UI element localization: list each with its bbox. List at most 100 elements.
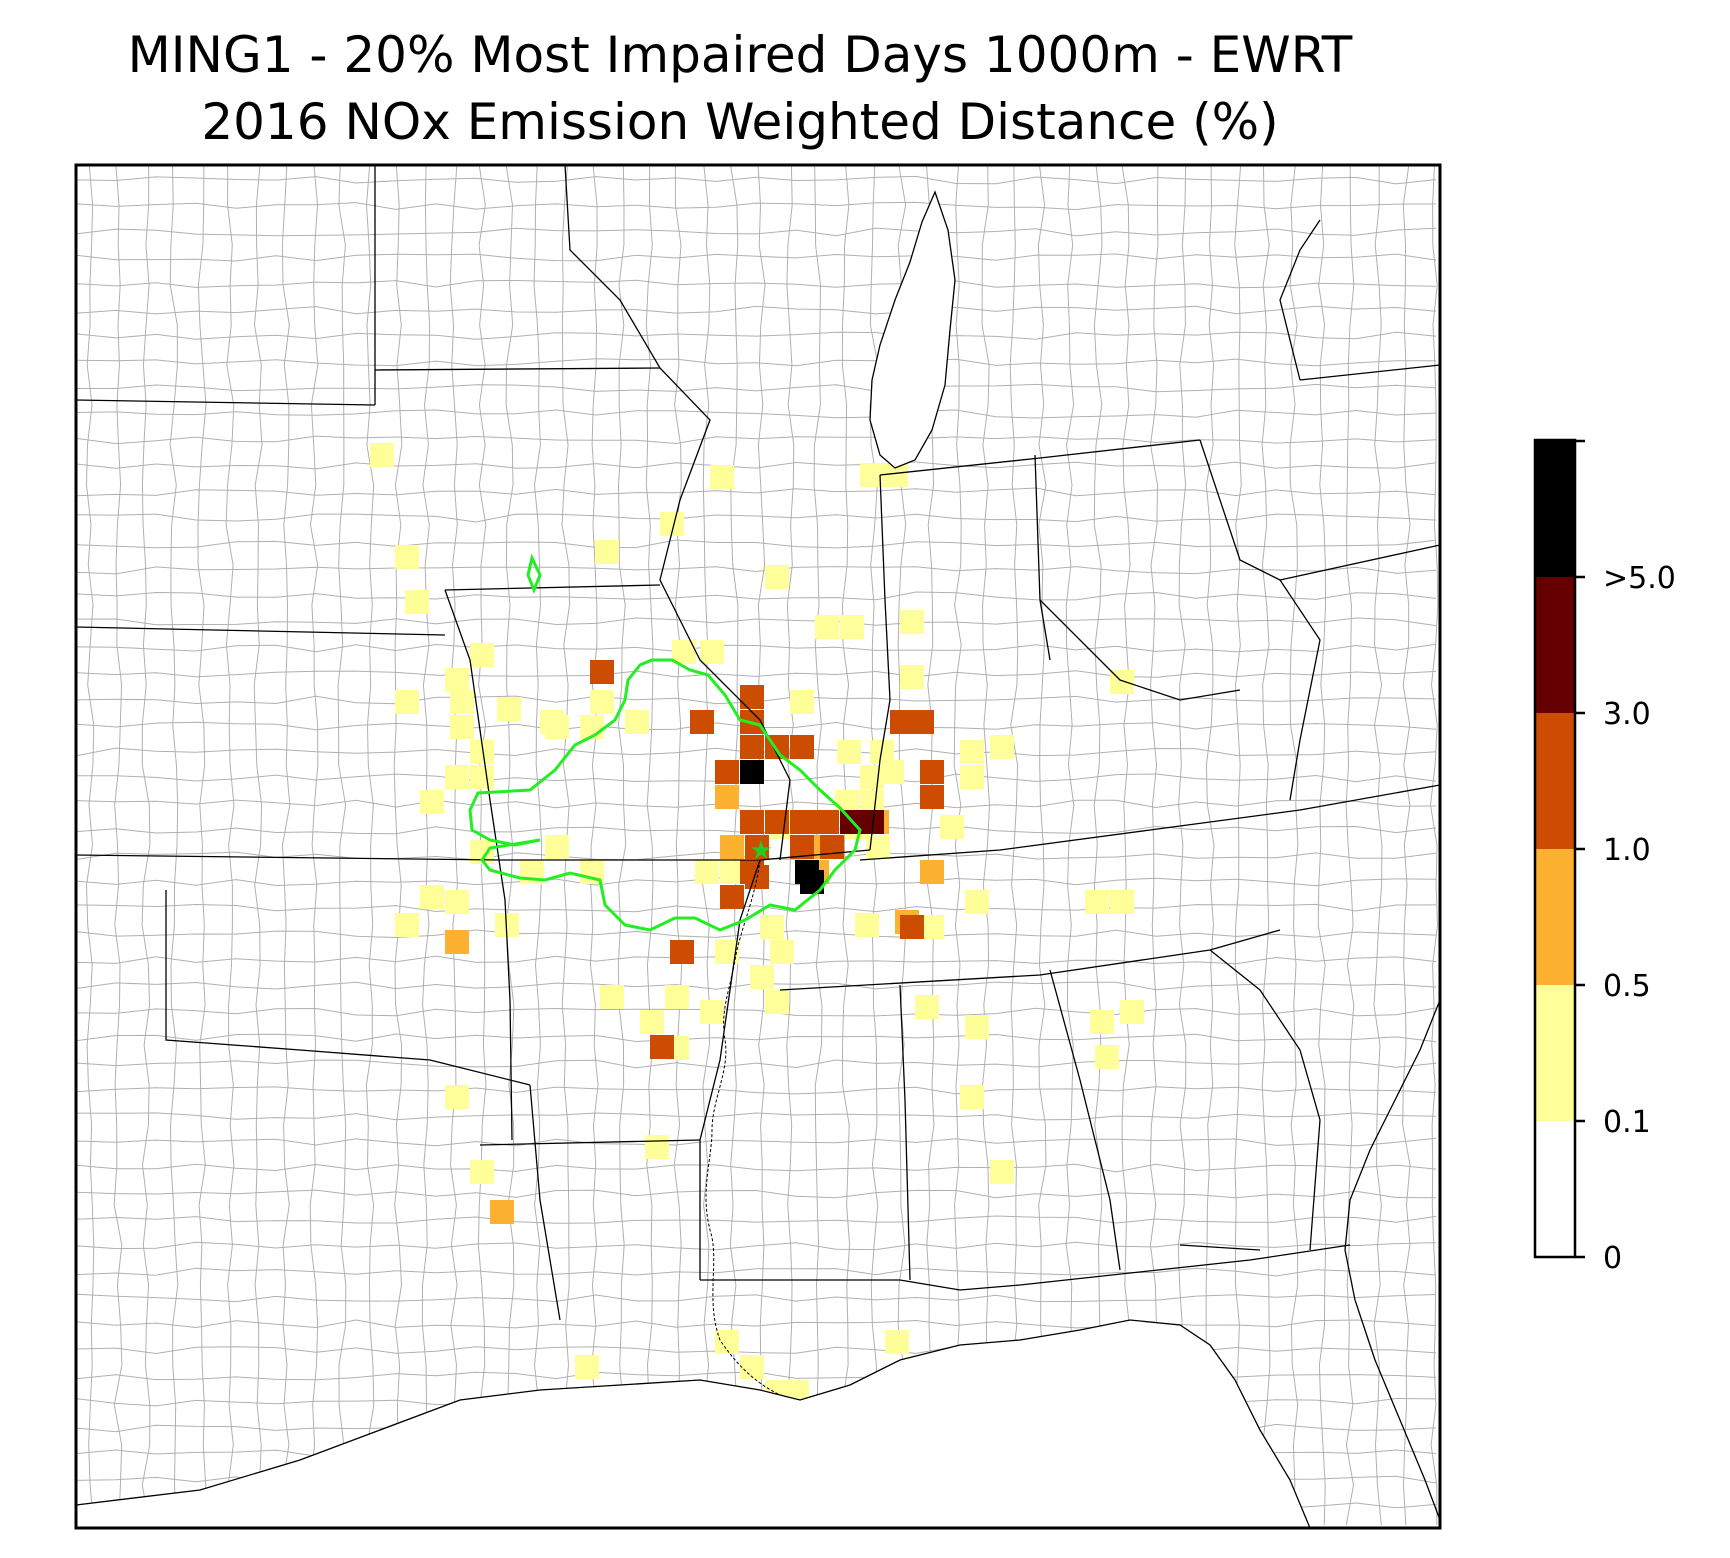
county-line — [702, 165, 711, 1526]
emission-cell — [770, 940, 794, 964]
emission-cell — [445, 765, 469, 789]
county-line — [76, 591, 1437, 601]
colorbar-bin-5 — [1535, 440, 1575, 577]
atlantic-coastline — [1344, 999, 1440, 1521]
emission-cell — [740, 810, 764, 834]
emission-cell — [700, 1000, 724, 1024]
emission-cell — [395, 913, 419, 937]
contour-island — [526, 553, 542, 595]
emission-cell — [765, 565, 789, 589]
county-line — [76, 175, 1437, 185]
county-line — [76, 305, 1437, 315]
county-line — [253, 165, 263, 1526]
colorbar-bin-4 — [1535, 576, 1575, 713]
county-line — [76, 383, 1437, 393]
emission-cell — [740, 1355, 764, 1379]
emission-cell — [1120, 1000, 1144, 1024]
county-line — [76, 1215, 1437, 1224]
county-line — [281, 165, 291, 1526]
county-line — [841, 165, 851, 1526]
emission-cell — [900, 915, 924, 939]
lake-michigan — [869, 190, 956, 469]
county-line — [76, 670, 1437, 678]
county-line — [76, 201, 1437, 211]
emission-cell — [497, 697, 521, 721]
emission-cell — [650, 1035, 674, 1059]
colorbar-bin-2 — [1535, 848, 1575, 985]
county-line — [1037, 165, 1047, 1526]
county-line — [76, 487, 1437, 497]
county-line — [533, 165, 543, 1526]
county-line — [645, 165, 654, 1526]
county-line — [76, 358, 1436, 367]
county-line — [1317, 165, 1327, 1526]
emission-cell — [450, 690, 474, 714]
emission-cell — [866, 835, 890, 859]
county-line — [449, 165, 458, 1526]
colorbar-bin-0 — [1535, 1120, 1575, 1257]
county-line — [1402, 165, 1411, 1526]
county-line — [76, 1241, 1437, 1251]
emission-cell — [820, 835, 844, 859]
emission-cell — [765, 990, 789, 1014]
emission-cell — [960, 740, 984, 764]
emission-cell — [815, 615, 839, 639]
emission-cell — [575, 1355, 599, 1379]
county-line — [76, 566, 1437, 575]
county-line — [673, 165, 683, 1526]
county-line — [85, 165, 95, 1526]
emission-cell — [405, 590, 429, 614]
county-line — [1009, 165, 1019, 1526]
star-icon: ★ — [749, 836, 772, 866]
county-line — [365, 165, 375, 1526]
emission-cell — [720, 835, 744, 859]
contour-line — [468, 658, 862, 932]
county-line — [76, 903, 1437, 913]
emission-cell — [965, 890, 989, 914]
county-line — [76, 1293, 1437, 1303]
county-line — [76, 955, 1437, 965]
emission-cell — [695, 860, 719, 884]
emission-cell — [540, 710, 564, 734]
county-line — [76, 1189, 1437, 1199]
county-line — [76, 253, 1437, 262]
county-line — [76, 1267, 1437, 1277]
colorbar-ticks — [1575, 439, 1585, 1259]
emission-cell — [700, 640, 724, 664]
emission-cell — [590, 690, 614, 714]
emission-cell — [445, 890, 469, 914]
county-line — [76, 409, 1437, 419]
emission-cell — [645, 1135, 669, 1159]
emission-cell — [420, 790, 444, 814]
emission-cell — [920, 860, 944, 884]
emission-cell — [470, 643, 494, 667]
county-line — [1205, 165, 1215, 1526]
colorbar-tick-label-3: 1.0 — [1603, 833, 1651, 868]
county-line — [589, 165, 599, 1526]
emission-cell — [740, 760, 764, 784]
emission-cell — [470, 1160, 494, 1184]
colorbar-tick-label-0: 0 — [1603, 1241, 1623, 1276]
emission-cell — [855, 913, 879, 937]
emission-cell — [710, 465, 734, 489]
emission-cell — [490, 1200, 514, 1224]
emission-cell — [1110, 890, 1134, 914]
colorbar — [1533, 438, 1585, 1259]
county-line — [1429, 165, 1439, 1525]
emission-cell — [960, 765, 984, 789]
colorbar-bin-1 — [1535, 984, 1575, 1121]
colorbar-bin-3 — [1535, 712, 1575, 849]
emission-cell — [395, 690, 419, 714]
emission-cell — [900, 610, 924, 634]
emission-cell — [670, 940, 694, 964]
county-line — [1373, 165, 1383, 1526]
county-line — [953, 165, 962, 1526]
county-line — [76, 929, 1437, 939]
emission-cell — [450, 715, 474, 739]
county-line — [76, 1137, 1437, 1147]
county-line — [76, 1007, 1437, 1017]
map-area: ★ — [76, 165, 1440, 1528]
emission-cell — [370, 443, 394, 467]
emission-cell — [740, 735, 764, 759]
emission-cell — [1095, 1045, 1119, 1069]
